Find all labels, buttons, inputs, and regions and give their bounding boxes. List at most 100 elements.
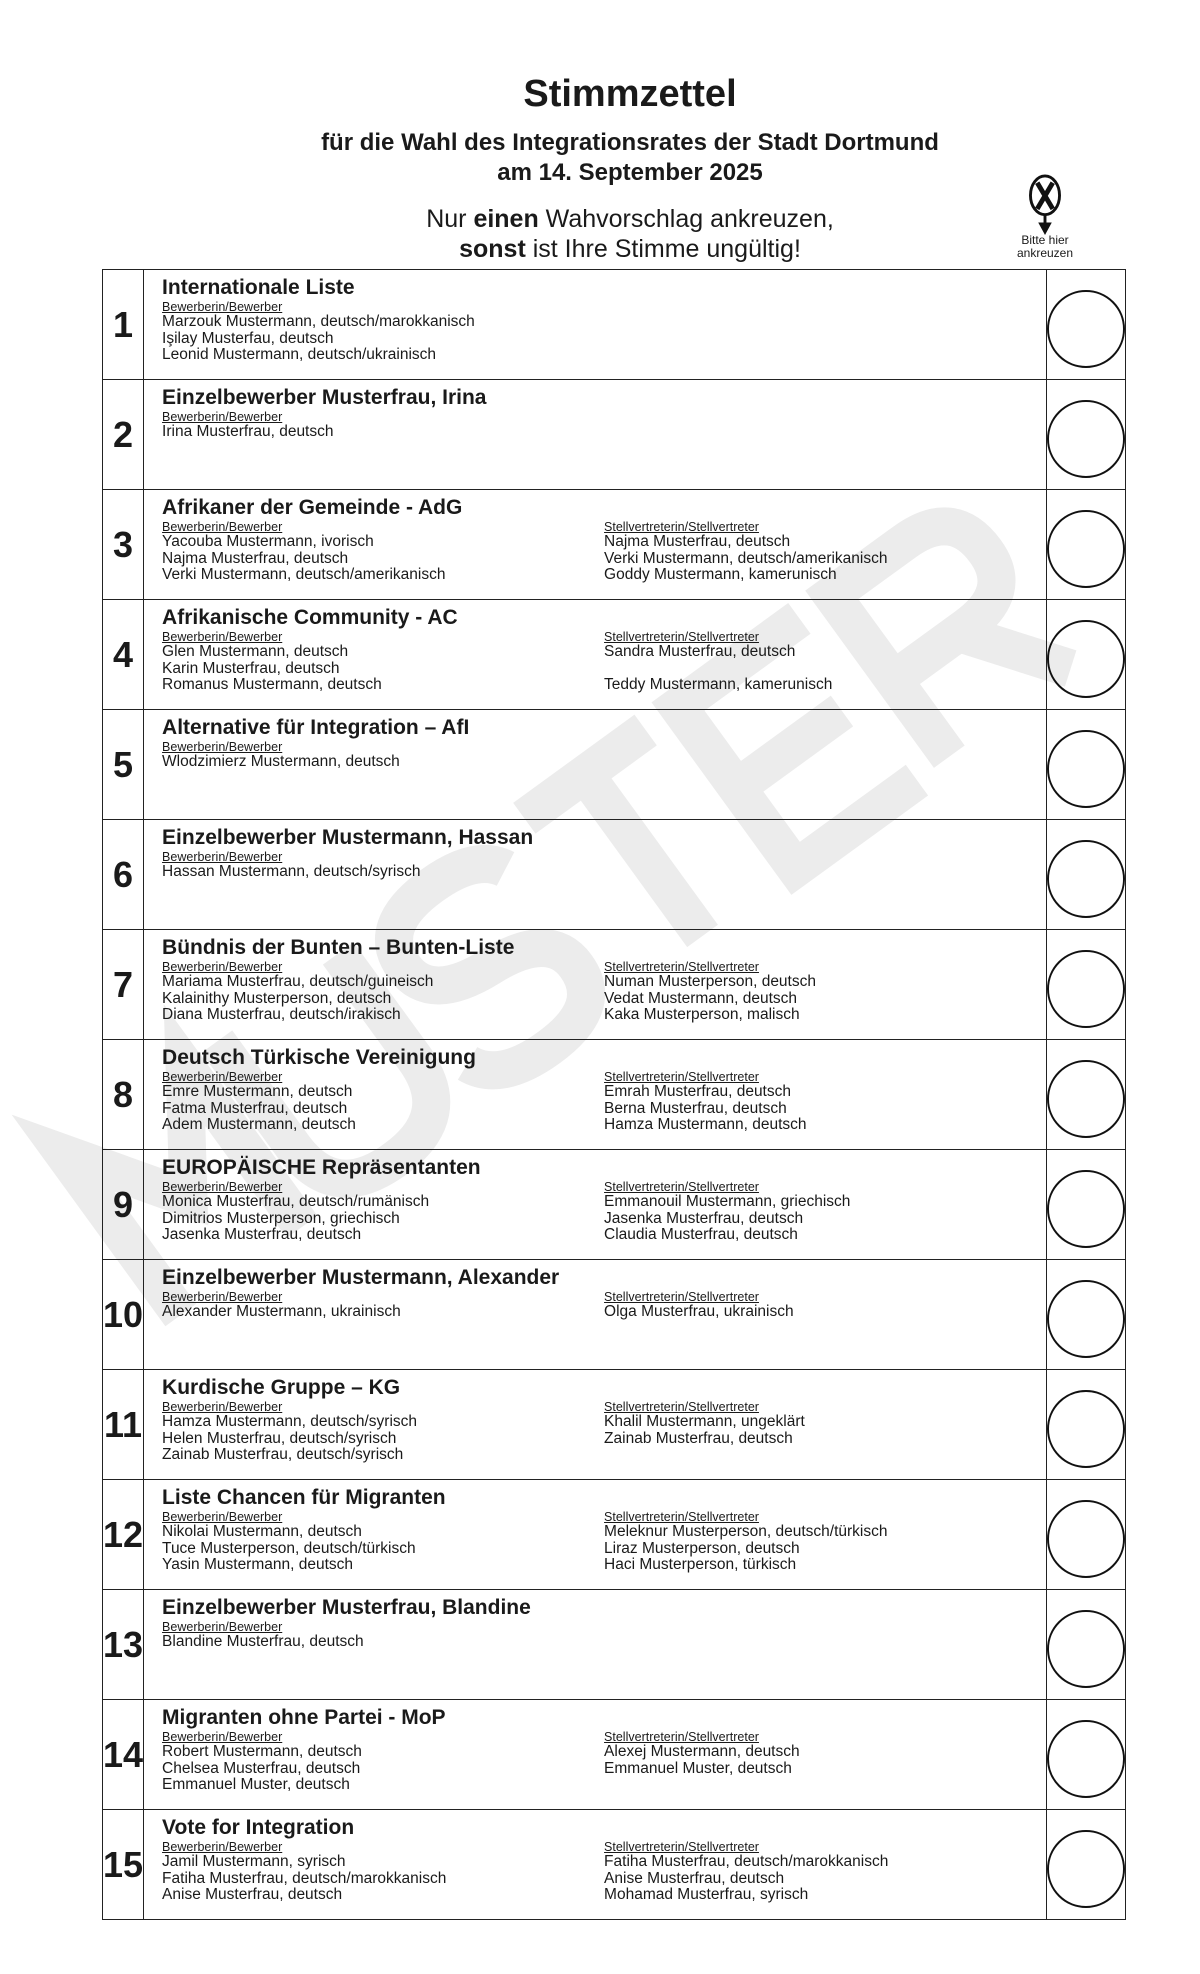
- entry-content: EUROPÄISCHE Repräsentanten Bewerberin/Be…: [143, 1149, 1048, 1260]
- entry-content: Alternative für Integration – AfI Bewerb…: [143, 709, 1048, 820]
- deputies-column-label: Stellvertreterin/Stellvertreter: [604, 1400, 759, 1414]
- vote-circle[interactable]: [1047, 1389, 1126, 1468]
- deputy-name: Emmanouil Mustermann, griechisch: [604, 1193, 851, 1210]
- instr-bold-1: einen: [473, 205, 539, 233]
- entry-number: 3: [101, 489, 145, 600]
- vote-circle[interactable]: [1047, 1719, 1126, 1798]
- candidates-column: Bewerberin/Bewerber Yacouba Mustermann, i…: [162, 520, 604, 584]
- candidate-name: Najma Musterfrau, deutsch: [162, 549, 349, 567]
- vote-circle[interactable]: [1047, 949, 1126, 1028]
- deputies-column: Stellvertreterin/Stellvertreter Najma Mus…: [604, 520, 1046, 584]
- vote-cell[interactable]: [1046, 1809, 1127, 1920]
- vote-circle[interactable]: [1047, 1499, 1126, 1578]
- deputies-column-label: Stellvertreterin/Stellvertreter: [604, 630, 759, 644]
- deputies-column-label: Stellvertreterin/Stellvertreter: [604, 1180, 759, 1194]
- entry-content: Migranten ohne Partei - MoP Bewerberin/B…: [143, 1699, 1048, 1810]
- entry-number: 1: [101, 269, 145, 380]
- vote-circle[interactable]: [1047, 619, 1126, 698]
- vote-cell[interactable]: [1046, 269, 1127, 380]
- candidates-column: Bewerberin/Bewerber Blandine Musterfrau, …: [162, 1620, 604, 1651]
- party-name: Liste Chancen für Migranten: [162, 1486, 446, 1509]
- hint-line-1: Bitte hier: [1021, 233, 1069, 247]
- candidates-column: Bewerberin/Bewerber Glen Mustermann, deut…: [162, 630, 604, 694]
- vote-circle[interactable]: [1047, 289, 1126, 368]
- vote-cell[interactable]: [1046, 1039, 1127, 1150]
- deputy-name: Kaka Musterperson, malisch: [604, 1006, 800, 1023]
- vote-cell[interactable]: [1046, 1479, 1127, 1590]
- ballot-row: 6 Einzelbewerber Mustermann, Hassan Bewe…: [101, 819, 1127, 930]
- entry-number: 5: [101, 709, 145, 820]
- vote-circle[interactable]: [1047, 729, 1126, 808]
- deputy-name: Fatiha Musterfrau, deutsch/marokkanisch: [604, 1853, 889, 1870]
- ballot-row: 7 Bündnis der Bunten – Bunten-Liste Bewe…: [101, 929, 1127, 1040]
- deputy-name: Liraz Musterperson, deutsch: [604, 1539, 800, 1557]
- vote-circle[interactable]: [1047, 509, 1126, 588]
- ballot-row: 5 Alternative für Integration – AfI Bewe…: [101, 709, 1127, 820]
- instr-post-2: ist Ihre Stimme ungültig!: [525, 235, 801, 263]
- entry-content: Bündnis der Bunten – Bunten-Liste Bewerb…: [143, 929, 1048, 1040]
- candidate-name: Helen Musterfrau, deutsch/syrisch: [162, 1429, 397, 1447]
- candidate-name: Glen Mustermann, deutsch: [162, 643, 349, 660]
- vote-cell[interactable]: [1046, 1149, 1127, 1260]
- entry-number: 12: [101, 1479, 145, 1590]
- subtitle-line-1: für die Wahl des Integrationsrates der S…: [321, 129, 939, 156]
- ballot-row: 3 Afrikaner der Gemeinde - AdG Bewerberi…: [101, 489, 1127, 600]
- deputy-name: Numan Musterperson, deutsch: [604, 973, 816, 990]
- entry-number: 13: [101, 1589, 145, 1700]
- candidate-name: Kalainithy Musterperson, deutsch: [162, 989, 392, 1007]
- instr-bold-2: sonst: [459, 235, 526, 263]
- mark-here-hint: Bitte hier ankreuzen: [1010, 174, 1080, 260]
- vote-circle[interactable]: [1047, 1279, 1126, 1358]
- candidates-column-label: Bewerberin/Bewerber: [162, 1290, 283, 1304]
- deputy-name: Teddy Mustermann, kamerunisch: [604, 676, 833, 693]
- deputy-name: Goddy Mustermann, kamerunisch: [604, 566, 837, 583]
- deputy-name: Claudia Musterfrau, deutsch: [604, 1226, 798, 1243]
- vote-circle[interactable]: [1047, 1059, 1126, 1138]
- vote-cell[interactable]: [1046, 929, 1127, 1040]
- deputies-column: Stellvertreterin/Stellvertreter Olga Must…: [604, 1290, 1046, 1321]
- vote-circle[interactable]: [1047, 1829, 1126, 1908]
- candidate-name: Emmanuel Muster, deutsch: [162, 1776, 350, 1793]
- candidate-name: Emre Mustermann, deutsch: [162, 1083, 353, 1100]
- entry-number: 14: [101, 1699, 145, 1810]
- vote-cell[interactable]: [1046, 1259, 1127, 1370]
- candidate-name: Diana Musterfrau, deutsch/irakisch: [162, 1006, 401, 1023]
- candidates-column: Bewerberin/Bewerber Robert Mustermann, de…: [162, 1730, 604, 1794]
- vote-cell[interactable]: [1046, 709, 1127, 820]
- entry-number: 9: [101, 1149, 145, 1260]
- deputies-column-label: Stellvertreterin/Stellvertreter: [604, 1840, 759, 1854]
- candidates-column-label: Bewerberin/Bewerber: [162, 850, 283, 864]
- party-name: EUROPÄISCHE Repräsentanten: [162, 1156, 481, 1179]
- deputies-column: Stellvertreterin/Stellvertreter Sandra Mu…: [604, 630, 1046, 694]
- deputies-column: Stellvertreterin/Stellvertreter Emrah Mus…: [604, 1070, 1046, 1134]
- candidates-column: Bewerberin/Bewerber Mariama Musterfrau, d…: [162, 960, 604, 1024]
- vote-cell[interactable]: [1046, 1589, 1127, 1700]
- entry-number: 10: [101, 1259, 145, 1370]
- ballot-row: 14 Migranten ohne Partei - MoP Bewerberi…: [101, 1699, 1127, 1810]
- vote-circle[interactable]: [1047, 399, 1126, 478]
- vote-cell[interactable]: [1046, 379, 1127, 490]
- vote-circle[interactable]: [1047, 839, 1126, 918]
- candidate-name: Verki Mustermann, deutsch/amerikanisch: [162, 566, 446, 583]
- candidate-name: Hamza Mustermann, deutsch/syrisch: [162, 1413, 418, 1430]
- deputy-name: Emrah Musterfrau, deutsch: [604, 1083, 791, 1100]
- hint-line-2: ankreuzen: [1016, 246, 1074, 260]
- vote-cell[interactable]: [1046, 599, 1127, 710]
- vote-circle[interactable]: [1047, 1609, 1126, 1688]
- candidates-column-label: Bewerberin/Bewerber: [162, 520, 283, 534]
- party-name: Internationale Liste: [162, 276, 355, 299]
- vote-cell[interactable]: [1046, 1699, 1127, 1810]
- candidate-name: Işilay Musterfau, deutsch: [162, 329, 334, 347]
- vote-circle[interactable]: [1047, 1169, 1126, 1248]
- ballot-table: 1 Internationale Liste Bewerberin/Bewerb…: [101, 269, 1127, 1920]
- deputies-column: Stellvertreterin/Stellvertreter Fatiha Mu…: [604, 1840, 1046, 1904]
- deputy-name: Mohamad Musterfrau, syrisch: [604, 1886, 809, 1903]
- entry-number: 8: [101, 1039, 145, 1150]
- vote-cell[interactable]: [1046, 489, 1127, 600]
- entry-content: Kurdische Gruppe – KG Bewerberin/Bewerbe…: [143, 1369, 1048, 1480]
- vote-cell[interactable]: [1046, 1369, 1127, 1480]
- vote-cell[interactable]: [1046, 819, 1127, 930]
- ballot-row: 4 Afrikanische Community - AC Bewerberin…: [101, 599, 1127, 710]
- entry-content: Einzelbewerber Mustermann, Hassan Bewerb…: [143, 819, 1048, 930]
- entry-content: Afrikanische Community - AC Bewerberin/B…: [143, 599, 1048, 710]
